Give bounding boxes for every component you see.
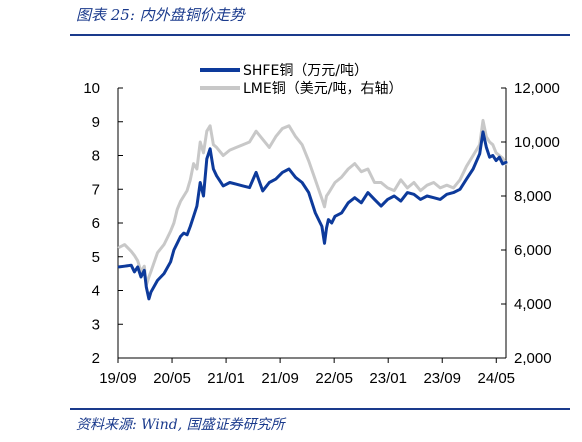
series-line-shfe [117,130,508,301]
series-layer [117,118,508,301]
legend: SHFE铜（万元/吨） LME铜（美元/吨，右轴） [200,63,402,97]
y-left-tick-label: 3 [92,316,100,333]
bottom-rule [70,408,570,410]
y-left-tick-label: 6 [92,215,100,232]
figure-title: 图表 25: 内外盘铜价走势 [76,6,245,24]
y-right-tick-label: 6,000 [514,242,552,259]
y-right-tick-label: 10,000 [514,134,560,151]
y-left-tick-label: 5 [92,249,100,266]
x-tick-label: 23/09 [423,370,461,387]
series-line-lme [117,118,508,287]
y-right-tick-label: 4,000 [514,296,552,313]
y-right-tick-label: 8,000 [514,188,552,205]
chart-axes: 10 9 8 7 6 5 4 3 2 12,000 10,000 8,000 6,000 4,000 2,0… [83,80,560,387]
y-left-tick-label: 4 [92,283,100,300]
y-right-tick-label: 12,000 [514,80,560,97]
figure-source: 资料来源: Wind, 国盛证券研究所 [76,417,285,433]
x-tick-label: 21/01 [207,370,245,387]
y-left-tick-label: 8 [92,148,100,165]
x-tick-label: 22/05 [315,370,353,387]
x-tick-label: 23/01 [369,370,407,387]
y-left-tick-label: 7 [92,181,100,198]
legend-label-lme: LME铜（美元/吨，右轴） [243,81,402,97]
y-left-tick-label: 2 [92,350,100,367]
x-tick-label: 24/05 [477,370,515,387]
legend-label-shfe: SHFE铜（万元/吨） [243,63,368,79]
x-tick-label: 21/09 [261,370,299,387]
y-right-tick-label: 2,000 [514,350,552,367]
y-left-tick-label: 9 [92,114,100,131]
x-tick-label: 20/05 [153,370,191,387]
top-rule [70,34,570,36]
y-left-tick-label: 10 [83,80,100,97]
x-tick-label: 19/09 [99,370,137,387]
